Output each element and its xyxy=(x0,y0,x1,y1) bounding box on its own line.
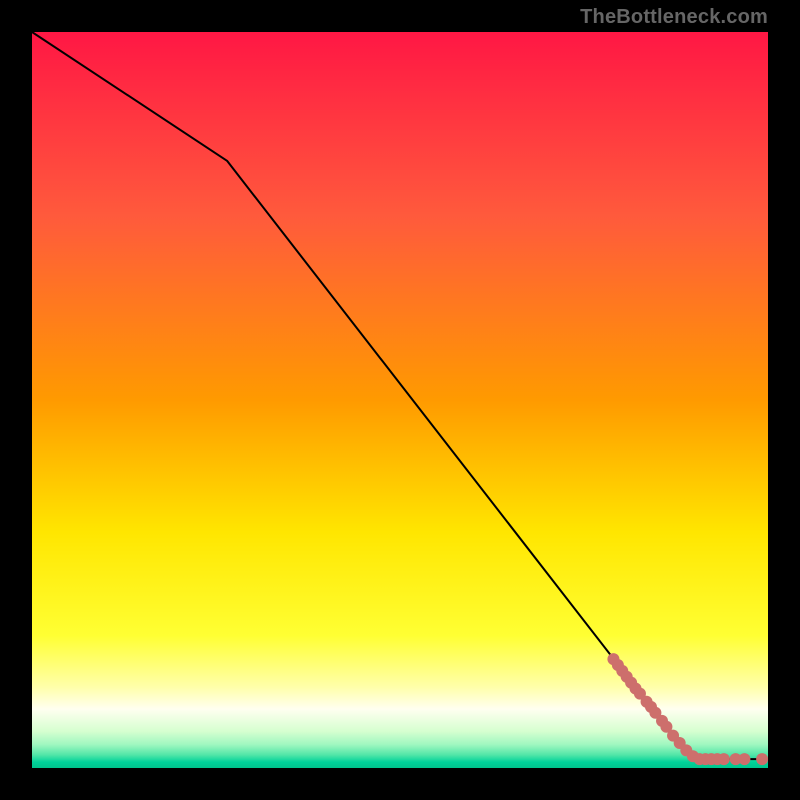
scatter-point xyxy=(718,753,730,765)
watermark-text: TheBottleneck.com xyxy=(580,6,768,29)
chart-svg xyxy=(32,32,768,768)
chart-plot-area xyxy=(32,32,768,768)
scatter-point xyxy=(756,753,768,765)
chart-background-gradient xyxy=(32,32,768,768)
scatter-point xyxy=(738,753,750,765)
frame-right xyxy=(768,0,800,800)
frame-left xyxy=(0,0,32,800)
frame-bottom xyxy=(0,768,800,800)
